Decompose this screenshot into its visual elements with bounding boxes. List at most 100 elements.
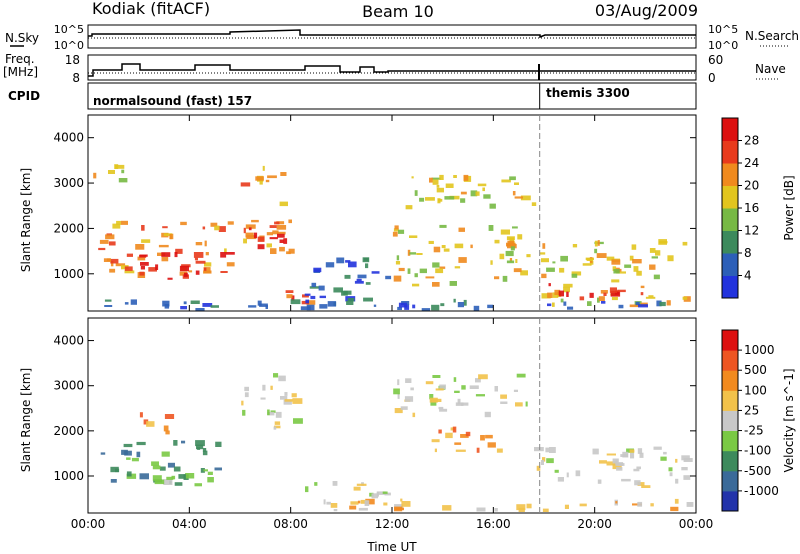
data-cell [274,425,281,429]
panel-frame [87,114,697,312]
data-cell [572,244,578,248]
colorbar-frame [721,329,739,512]
data-cell [542,508,549,512]
data-cell [663,451,667,455]
data-cell [601,301,606,304]
data-cell [603,292,607,296]
data-cell [454,390,460,393]
data-cell [363,297,373,302]
colorbar-step [722,208,738,231]
data-cell [183,301,187,305]
data-cell [681,467,688,471]
y-tick-label: 3000 [53,176,84,190]
data-cell [598,296,605,301]
data-cell [205,252,209,256]
data-cell [587,301,592,306]
data-cell [173,466,181,472]
data-cell [419,197,425,202]
data-cell [616,271,626,274]
data-cell [409,252,417,255]
data-cell [554,469,559,473]
data-cell [541,258,549,263]
data-cell [482,187,485,192]
nsky-label: N.Sky [5,31,39,45]
data-cell [180,306,187,310]
data-cell [115,164,125,169]
data-cell [185,473,195,479]
data-cell [292,398,303,404]
data-cell [169,234,172,240]
data-cell [629,304,640,308]
data-cell [683,296,691,302]
data-cell [682,241,688,246]
data-cell [277,233,285,238]
data-cell [104,305,113,307]
data-cell [490,260,493,265]
colorbar-tick-label: 12 [744,224,759,238]
data-cell [445,432,453,439]
data-cell [159,466,166,471]
frequency-trace [88,63,696,77]
data-cell [681,455,690,461]
data-cell [449,195,460,200]
colorbar-tick-label: 28 [744,134,759,148]
cpid-label: CPID [8,89,40,103]
data-cell [431,439,440,443]
data-cell [541,293,551,299]
data-cell [633,266,639,272]
data-cell [564,504,569,509]
data-cell [432,282,440,287]
data-cell [485,434,493,439]
data-cell [251,219,259,223]
data-cell [394,507,404,511]
data-cell [465,431,471,437]
data-cell [612,458,619,464]
data-cell [651,256,658,259]
data-cell [425,381,434,385]
colorbar-tick-label: 24 [744,156,759,170]
data-cell [621,478,631,482]
data-cell [260,397,266,400]
data-cell [455,449,466,452]
data-cell [167,277,173,280]
data-cell [630,453,635,459]
data-cell [515,402,523,407]
data-cell [476,447,480,453]
data-cell [407,268,411,274]
data-cell [347,298,355,302]
data-cell [494,239,500,244]
data-cell [624,264,632,268]
cpid-frame [87,82,697,110]
colorbar-tick-label: 100 [744,383,767,397]
data-cell [121,220,128,225]
data-cell [421,308,431,311]
data-cell [284,392,288,396]
date-title: 03/Aug/2009 [595,1,698,20]
data-cell [545,447,550,453]
data-cell [454,442,462,445]
data-cell [431,304,440,311]
data-cell [259,303,268,307]
data-cell [357,274,367,279]
data-cell [560,298,564,303]
colorbar-tick-label: -1000 [744,484,779,498]
data-cell [631,244,637,250]
x-axis-label: Time UT [366,540,417,554]
data-cell [457,398,461,405]
data-cell [93,172,97,179]
data-cell [612,266,617,271]
data-cell [301,300,309,305]
data-cell [611,296,618,301]
data-cell [327,301,337,307]
data-cell [476,507,486,512]
data-cell [648,295,654,298]
data-cell [139,271,145,276]
data-cell [333,509,338,512]
data-cell [110,261,114,267]
data-cell [473,305,480,311]
data-cell [636,270,642,276]
data-cell [571,271,582,276]
data-cell [118,178,128,183]
data-cell [166,476,174,480]
